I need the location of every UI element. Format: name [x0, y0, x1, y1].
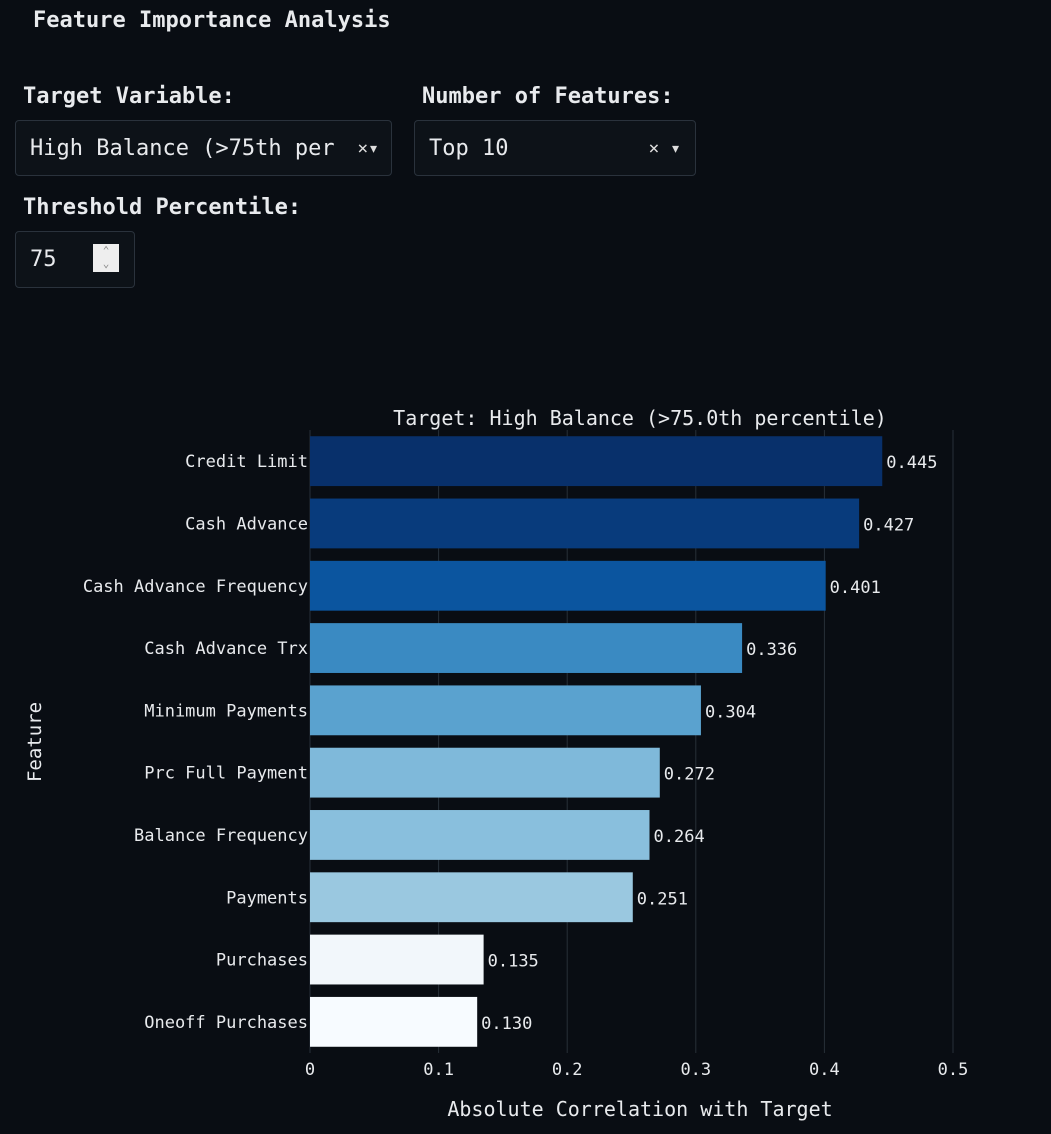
y-tick-label: Cash Advance Trx — [144, 639, 308, 659]
y-tick-label: Minimum Payments — [144, 701, 308, 721]
data-label: 0.264 — [654, 827, 705, 847]
y-tick-label: Cash Advance — [185, 514, 308, 534]
data-label: 0.130 — [481, 1014, 532, 1034]
clear-chevron-icon[interactable]: × ▾ — [648, 137, 681, 159]
bar — [310, 872, 633, 923]
bar — [310, 498, 860, 549]
target-variable-value: High Balance (>75th per — [30, 135, 335, 161]
bar — [310, 810, 650, 860]
bar — [310, 560, 826, 611]
data-label: 0.445 — [886, 453, 937, 473]
bar — [310, 747, 660, 798]
bar — [310, 436, 883, 487]
y-tick-label: Balance Frequency — [134, 826, 308, 846]
data-label: 0.401 — [830, 578, 881, 598]
threshold-percentile-label: Threshold Percentile: — [23, 195, 302, 220]
bar — [310, 934, 484, 985]
clear-chevron-icon[interactable]: ×▾ — [357, 137, 379, 159]
x-tick-label: 0.5 — [938, 1060, 969, 1080]
x-tick-label: 0.2 — [552, 1060, 583, 1080]
threshold-value: 75 — [30, 247, 57, 272]
threshold-percentile-input[interactable]: 75 ⌃ ⌄ — [15, 231, 135, 288]
y-tick-label: Payments — [226, 888, 308, 908]
y-tick-label: Credit Limit — [185, 452, 308, 472]
bar — [310, 685, 701, 736]
y-tick-label: Cash Advance Frequency — [83, 577, 308, 597]
target-variable-label: Target Variable: — [23, 84, 235, 109]
x-tick-label: 0.4 — [809, 1060, 840, 1080]
data-label: 0.135 — [488, 952, 539, 972]
chart-title: Target: High Balance (>75.0th percentile… — [393, 406, 887, 430]
spinner-icon[interactable]: ⌃ ⌄ — [93, 244, 119, 272]
data-label: 0.427 — [863, 515, 914, 535]
data-label: 0.304 — [705, 702, 756, 722]
data-label: 0.272 — [664, 765, 715, 785]
x-tick-label: 0 — [305, 1060, 315, 1080]
number-of-features-label: Number of Features: — [422, 84, 674, 109]
bar — [310, 996, 478, 1047]
bar — [310, 623, 743, 673]
page-title: Feature Importance Analysis — [33, 8, 391, 33]
x-tick-label: 0.1 — [423, 1060, 454, 1080]
data-label: 0.336 — [746, 640, 797, 660]
number-of-features-dropdown[interactable]: Top 10 × ▾ — [414, 120, 696, 176]
y-tick-label: Prc Full Payment — [144, 764, 308, 784]
x-tick-label: 0.3 — [680, 1060, 711, 1080]
data-label: 0.251 — [637, 889, 688, 909]
y-tick-label: Purchases — [216, 951, 308, 971]
y-tick-label: Oneoff Purchases — [144, 1013, 308, 1033]
number-of-features-value: Top 10 — [429, 135, 509, 161]
x-axis-label: Absolute Correlation with Target — [447, 1097, 832, 1121]
y-axis-label: Feature — [24, 702, 46, 782]
target-variable-dropdown[interactable]: High Balance (>75th per ×▾ — [15, 120, 392, 176]
